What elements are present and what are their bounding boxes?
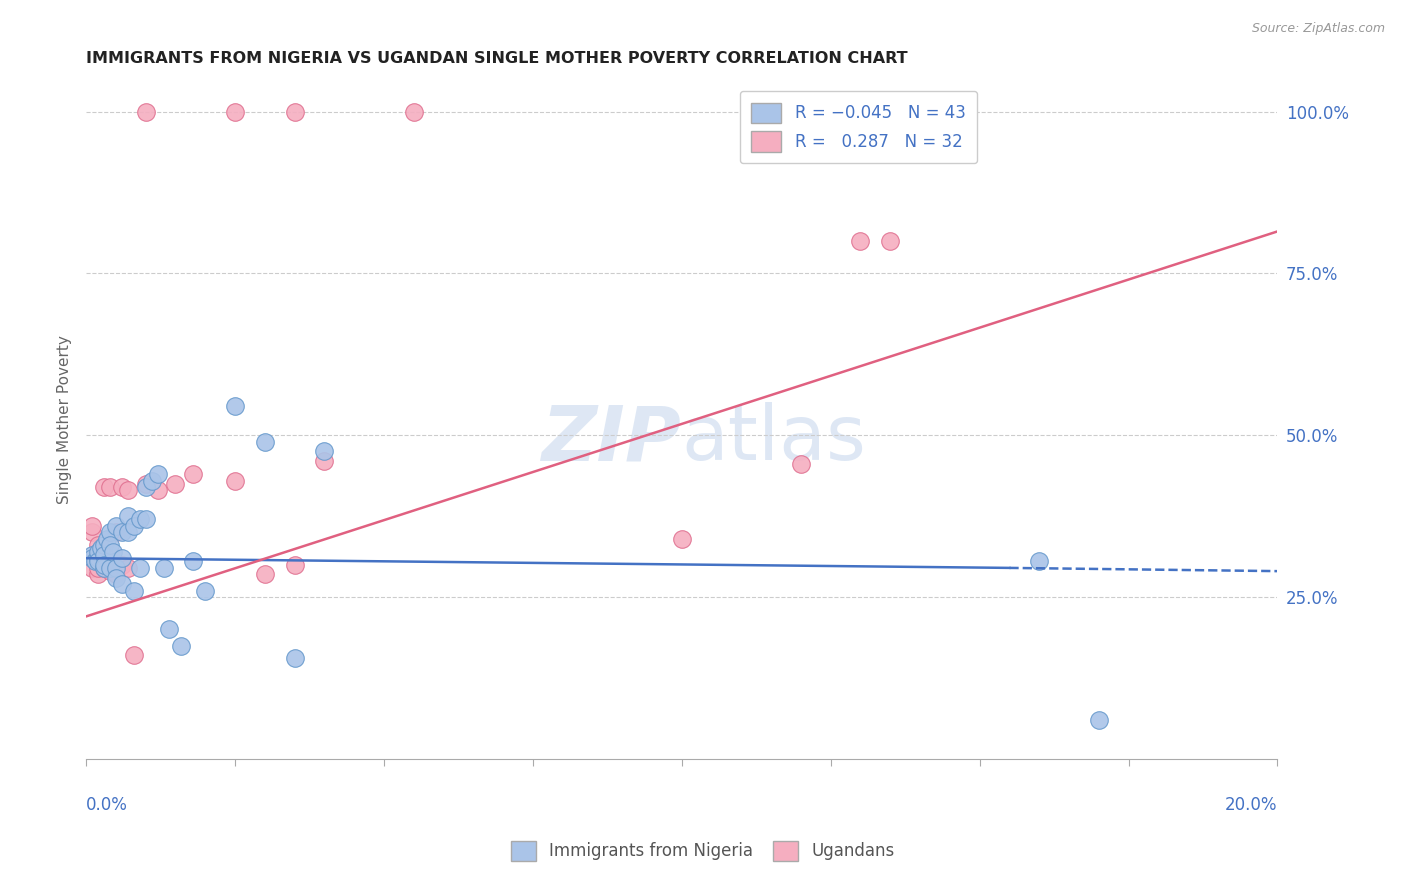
Point	[80, 518, 103, 533]
Point	[98, 525, 121, 540]
Point	[181, 554, 204, 568]
Point	[314, 444, 336, 458]
Point	[96, 532, 118, 546]
Point	[117, 561, 139, 575]
Point	[80, 548, 103, 562]
Point	[111, 558, 134, 572]
Point	[93, 548, 115, 562]
Text: Source: ZipAtlas.com: Source: ZipAtlas.com	[1251, 22, 1385, 36]
Point	[87, 554, 110, 568]
Point	[87, 567, 110, 582]
Point	[159, 623, 181, 637]
Text: atlas: atlas	[682, 402, 866, 476]
Point	[170, 639, 193, 653]
Point	[104, 571, 127, 585]
Point	[253, 567, 276, 582]
Point	[224, 399, 246, 413]
Text: ZIP: ZIP	[543, 402, 682, 476]
Point	[146, 483, 169, 498]
Point	[80, 525, 103, 540]
Legend: R = −0.045   N = 43, R =   0.287   N = 32: R = −0.045 N = 43, R = 0.287 N = 32	[740, 91, 977, 163]
Text: 20.0%: 20.0%	[1225, 797, 1278, 814]
Point	[224, 104, 246, 119]
Point	[98, 538, 121, 552]
Point	[104, 518, 127, 533]
Point	[135, 476, 157, 491]
Point	[128, 512, 150, 526]
Point	[98, 561, 121, 575]
Point	[135, 512, 157, 526]
Text: 0.0%: 0.0%	[86, 797, 128, 814]
Point	[790, 458, 813, 472]
Point	[117, 525, 139, 540]
Point	[80, 551, 103, 566]
Point	[111, 480, 134, 494]
Point	[90, 541, 112, 556]
Point	[314, 454, 336, 468]
Point	[141, 474, 163, 488]
Point	[194, 583, 217, 598]
Point	[111, 577, 134, 591]
Point	[135, 104, 157, 119]
Point	[93, 538, 115, 552]
Point	[253, 434, 276, 449]
Point	[671, 532, 693, 546]
Point	[181, 467, 204, 481]
Legend: Immigrants from Nigeria, Ugandans: Immigrants from Nigeria, Ugandans	[505, 834, 901, 868]
Point	[87, 545, 110, 559]
Point	[122, 518, 145, 533]
Point	[117, 509, 139, 524]
Point	[87, 561, 110, 575]
Point	[93, 480, 115, 494]
Point	[80, 561, 103, 575]
Point	[122, 648, 145, 663]
Point	[111, 551, 134, 566]
Point	[284, 104, 307, 119]
Point	[165, 476, 187, 491]
Point	[93, 561, 115, 575]
Point	[284, 558, 307, 572]
Point	[879, 234, 901, 248]
Point	[93, 558, 115, 572]
Point	[1087, 713, 1109, 727]
Text: IMMIGRANTS FROM NIGERIA VS UGANDAN SINGLE MOTHER POVERTY CORRELATION CHART: IMMIGRANTS FROM NIGERIA VS UGANDAN SINGL…	[86, 51, 908, 66]
Point	[93, 561, 115, 575]
Point	[146, 467, 169, 481]
Point	[117, 483, 139, 498]
Point	[128, 561, 150, 575]
Point	[84, 551, 107, 566]
Point	[101, 545, 124, 559]
Point	[1028, 554, 1050, 568]
Point	[87, 551, 110, 566]
Point	[87, 538, 110, 552]
Point	[93, 554, 115, 568]
Point	[98, 564, 121, 578]
Point	[104, 567, 127, 582]
Point	[98, 480, 121, 494]
Y-axis label: Single Mother Poverty: Single Mother Poverty	[58, 334, 72, 503]
Point	[402, 104, 425, 119]
Point	[849, 234, 872, 248]
Point	[84, 554, 107, 568]
Point	[224, 474, 246, 488]
Point	[152, 561, 174, 575]
Point	[284, 651, 307, 665]
Point	[104, 525, 127, 540]
Point	[135, 480, 157, 494]
Point	[111, 525, 134, 540]
Point	[122, 583, 145, 598]
Point	[104, 561, 127, 575]
Point	[98, 558, 121, 572]
